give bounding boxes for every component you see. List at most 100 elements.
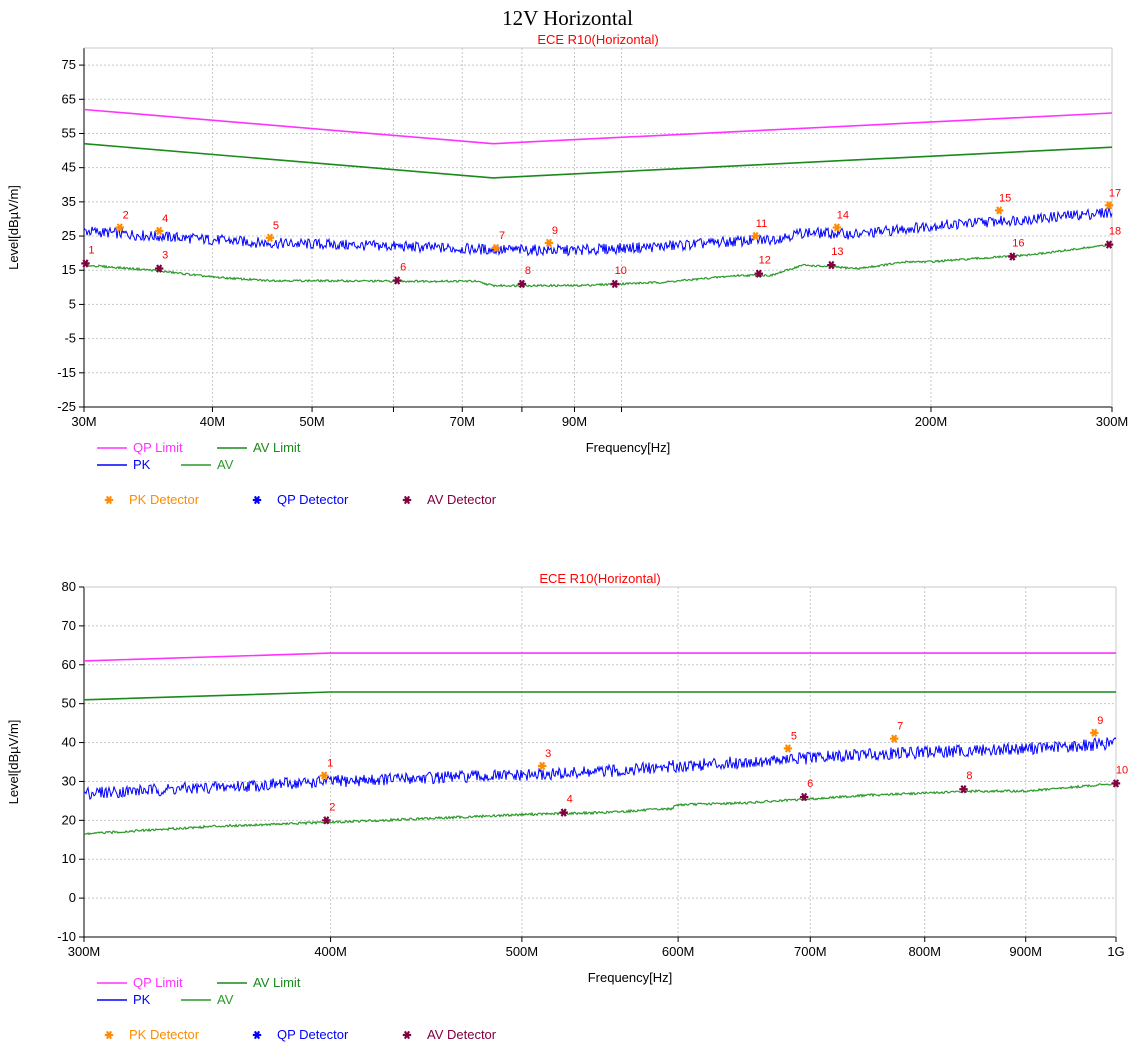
x-tick-label: 300M [1096,414,1129,429]
legend-qp-detector-label: QP Detector [277,492,349,507]
marker-label: 1 [327,758,333,770]
x-tick-label: 300M [68,944,101,959]
marker-label: 13 [831,246,843,258]
pk-detector-marker [319,771,329,780]
av-limit-line [83,142,1113,179]
marker-stroke [321,771,328,780]
x-tick-label: 50M [299,414,324,429]
chart-1: ECE R10(Horizontal)-25-15-55152535455565… [6,32,1128,507]
legend-av-limit-label: AV Limit [253,975,301,990]
marker-label: 6 [400,261,406,273]
marker-stroke [105,1030,113,1040]
legend-qp-detector-label: QP Detector [277,1027,349,1042]
marker-label: 14 [837,210,849,222]
y-tick-label: 60 [62,657,76,672]
y-tick-label: 45 [62,160,76,175]
pk-detector-marker [751,231,760,241]
marker-label: 17 [1109,187,1121,199]
y-tick-label: 65 [62,91,76,106]
page-title: 12V Horizontal [502,6,633,30]
x-tick-label: 700M [794,944,827,959]
marker-label: 8 [966,770,972,782]
legend-qp-limit-label: QP Limit [133,975,183,990]
legend-pk-detector-swatch [104,1030,114,1040]
y-tick-label: 75 [62,57,76,72]
y-tick-label: -15 [57,365,76,380]
marker-stroke [518,279,525,289]
av-detector-marker [322,816,331,825]
marker-label: 2 [329,801,335,813]
marker-stroke [752,231,759,241]
y-tick-label: 20 [62,812,76,827]
x-tick-label: 600M [662,944,695,959]
pk-detector-marker [832,223,842,232]
pk-detector-marker [491,243,501,253]
av-detector-marker [799,792,809,802]
marker-stroke [403,495,411,505]
marker-stroke [1009,252,1016,261]
marker-label: 3 [162,250,168,262]
pk-detector-marker [115,223,124,232]
legend-av-detector-label: AV Detector [427,492,497,507]
marker-stroke [891,734,898,743]
pk-detector-marker [544,238,554,248]
av-detector-marker [959,785,968,794]
marker-stroke [253,1030,261,1040]
marker-stroke [833,223,840,232]
marker-label: 7 [499,230,505,242]
pk-trace [83,736,1117,800]
y-tick-label: 15 [62,262,76,277]
marker-label: 7 [897,721,903,733]
y-tick-label: -10 [57,929,76,944]
y-tick-label: 70 [62,618,76,633]
legend: QP Limit AV Limit PK AV PK Detector QP Detect… [97,975,497,1042]
pk-detector-marker [265,233,275,242]
av-detector-marker [81,259,90,268]
chart-title: ECE R10(Horizontal) [539,571,660,586]
marker-label: 15 [999,192,1011,204]
av-detector-marker [1111,779,1121,788]
x-tick-label: 400M [314,944,347,959]
y-tick-label: -25 [57,399,76,414]
legend-av-limit-label: AV Limit [253,440,301,455]
x-tick-label: 900M [1009,944,1042,959]
marker-stroke [560,808,567,817]
marker-stroke [403,1030,411,1040]
x-axis-label: Frequency[Hz] [588,970,673,985]
legend: QP Limit AV Limit PK AV PK Detector QP Detect… [97,440,497,507]
marker-stroke [611,279,618,289]
legend-av-detector-swatch [402,495,412,505]
marker-stroke [545,238,553,248]
y-tick-label: 30 [62,773,76,788]
marker-stroke [253,495,261,505]
marker-stroke [1112,779,1120,788]
marker-label: 4 [162,213,168,225]
marker-label: 16 [1012,238,1024,250]
marker-stroke [801,792,808,802]
marker-stroke [394,276,401,285]
marker-label: 8 [525,265,531,277]
legend-qp-detector-swatch [252,495,262,505]
marker-stroke [828,260,835,270]
pk-detector-marker [994,206,1004,215]
y-tick-label: -5 [64,331,76,346]
av-detector-marker [610,279,619,289]
legend-qp-detector-swatch [252,1030,262,1040]
marker-stroke [105,495,113,505]
x-tick-label: 90M [562,414,587,429]
legend-pk-label: PK [133,457,151,472]
marker-label: 2 [123,210,129,222]
legend-pk-detector-label: PK Detector [129,492,200,507]
marker-label: 1 [88,244,94,256]
pk-detector-marker [154,226,164,236]
x-tick-label: 30M [71,414,96,429]
av-limit-line [83,691,1116,701]
marker-label: 12 [759,255,771,267]
y-tick-label: 55 [62,125,76,140]
y-tick-label: 5 [69,296,76,311]
av-detector-marker [154,264,164,273]
marker-stroke [156,226,163,236]
marker-stroke [755,269,762,278]
marker-stroke [1105,240,1113,249]
